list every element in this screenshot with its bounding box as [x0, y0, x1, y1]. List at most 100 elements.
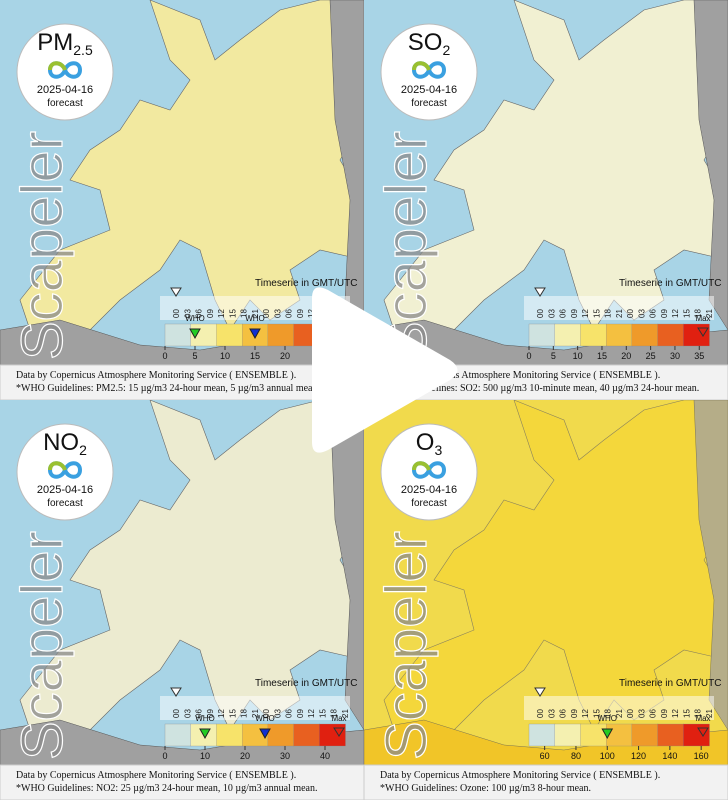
time-tick: 09	[660, 309, 669, 318]
map-panel: Scapeler NO2 2025-04-16 forecast Timeserie i…	[0, 400, 365, 800]
time-tick: 18	[694, 309, 703, 318]
time-tick: 21	[615, 309, 624, 318]
time-tick: 15	[682, 709, 691, 718]
scale-tick-label: 35	[694, 351, 704, 361]
time-tick: 06	[195, 709, 204, 718]
scale-tick-label: 0	[162, 351, 167, 361]
status: forecast	[47, 98, 83, 109]
scale-swatch	[164, 723, 192, 747]
play-icon[interactable]	[312, 287, 458, 453]
now-marker	[534, 687, 546, 697]
pollutant: SO2	[408, 29, 451, 58]
time-tick: 18	[240, 309, 249, 318]
scale-tick-label: 100	[600, 751, 615, 761]
brand: Scapeler	[10, 531, 75, 760]
timeseries-label: Timeserie in GMT/UTC	[255, 678, 357, 689]
logo-icon-left	[412, 461, 431, 471]
now-marker	[534, 287, 546, 297]
time-tick: 12	[581, 709, 590, 718]
time-tick: 18	[330, 709, 339, 718]
date: 2025-04-16	[37, 484, 93, 496]
map: Scapeler PM2.5 2025-04-16 forecast Timeserie…	[0, 0, 364, 365]
scale-tick-label: 30	[280, 751, 290, 761]
timeline	[160, 696, 350, 720]
brand: Scapeler	[10, 131, 75, 360]
footer-line: Data by Copernicus Atmosphere Monitoring…	[16, 770, 296, 781]
map-panel: Scapeler O3 2025-04-16 forecast Timeserie in…	[363, 400, 728, 800]
who-marker	[259, 728, 271, 740]
time-tick: 15	[682, 309, 691, 318]
logo-icon-left	[412, 61, 431, 71]
time-tick: 12	[307, 309, 316, 318]
time-tick: 15	[592, 709, 601, 718]
time-tick: 12	[581, 309, 590, 318]
scale-swatch	[657, 723, 684, 747]
scale-swatch	[580, 323, 607, 347]
play-button[interactable]	[312, 287, 458, 453]
time-tick: 18	[604, 709, 613, 718]
time-tick: 03	[273, 309, 282, 318]
pollutant: O3	[416, 429, 443, 458]
time-tick: 00	[536, 709, 545, 718]
time-tick: 03	[273, 709, 282, 718]
map-panel: Scapeler SO2 2025-04-16 forecast Timeserie i…	[363, 0, 728, 401]
time-tick: 21	[615, 709, 624, 718]
time-tick: 03	[183, 309, 192, 318]
scale-tick-label: 30	[670, 351, 680, 361]
who-marker	[199, 728, 211, 740]
max-label: Max	[695, 714, 710, 723]
time-tick: 03	[637, 309, 646, 318]
who-label: WHO	[195, 714, 215, 723]
pollutant-sub: 2.5	[73, 42, 93, 58]
time-tick: 06	[195, 309, 204, 318]
time-tick: 06	[285, 709, 294, 718]
time-tick: 03	[637, 709, 646, 718]
map: Scapeler NO2 2025-04-16 forecast Timeserie i…	[0, 400, 364, 765]
logo-icon-left	[48, 461, 67, 471]
pollutant: NO2	[43, 429, 87, 458]
scale-tick-label: 5	[192, 351, 197, 361]
scale-tick-label: 20	[621, 351, 631, 361]
scale-swatch	[605, 323, 633, 347]
timeline	[524, 296, 714, 320]
scale-swatch	[164, 323, 192, 347]
scale-tick-label: 40	[320, 751, 330, 761]
footer-line: Data by Copernicus Atmosphere Monitoring…	[16, 370, 296, 381]
time-tick: 12	[671, 309, 680, 318]
timeseries-label: Timeserie in GMT/UTC	[619, 678, 721, 689]
status: forecast	[47, 498, 83, 509]
scale-swatch	[267, 723, 295, 747]
time-tick: 06	[285, 309, 294, 318]
footer-line: *WHO Guidelines: SO2: 500 µg/m3 10-minut…	[380, 383, 699, 394]
time-tick: 15	[228, 309, 237, 318]
pollutant: PM2.5	[37, 29, 93, 58]
scale-tick-label: 140	[662, 751, 677, 761]
scale-swatch	[216, 723, 243, 747]
scale-tick-label: 120	[631, 751, 646, 761]
time-tick: 06	[559, 709, 568, 718]
max-label: Max	[331, 714, 346, 723]
scale-tick-label: 80	[571, 751, 581, 761]
timeseries-label: Timeserie in GMT/UTC	[255, 278, 357, 289]
time-tick: 18	[604, 309, 613, 318]
scale-tick-label: 10	[573, 351, 583, 361]
time-tick: 12	[671, 709, 680, 718]
scale-tick-label: 10	[220, 351, 230, 361]
scale-tick-label: 5	[551, 351, 556, 361]
scale-swatch	[683, 723, 710, 747]
time-tick: 00	[262, 309, 271, 318]
scale-swatch	[528, 323, 556, 347]
time-tick: 06	[649, 309, 658, 318]
scale-swatch	[631, 323, 659, 347]
scale-tick-label: 20	[280, 351, 290, 361]
scale-swatch	[657, 323, 684, 347]
who-marker	[249, 328, 261, 340]
time-tick: 15	[318, 709, 327, 718]
who-marker	[601, 728, 614, 740]
scale-swatch	[605, 723, 633, 747]
scale-tick-label: 0	[162, 751, 167, 761]
map: Scapeler O3 2025-04-16 forecast Timeserie in…	[364, 400, 728, 765]
time-tick: 06	[649, 709, 658, 718]
